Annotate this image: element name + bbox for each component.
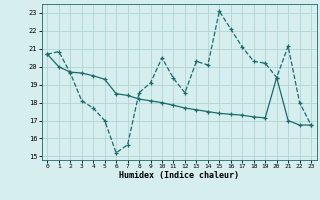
X-axis label: Humidex (Indice chaleur): Humidex (Indice chaleur) (119, 171, 239, 180)
